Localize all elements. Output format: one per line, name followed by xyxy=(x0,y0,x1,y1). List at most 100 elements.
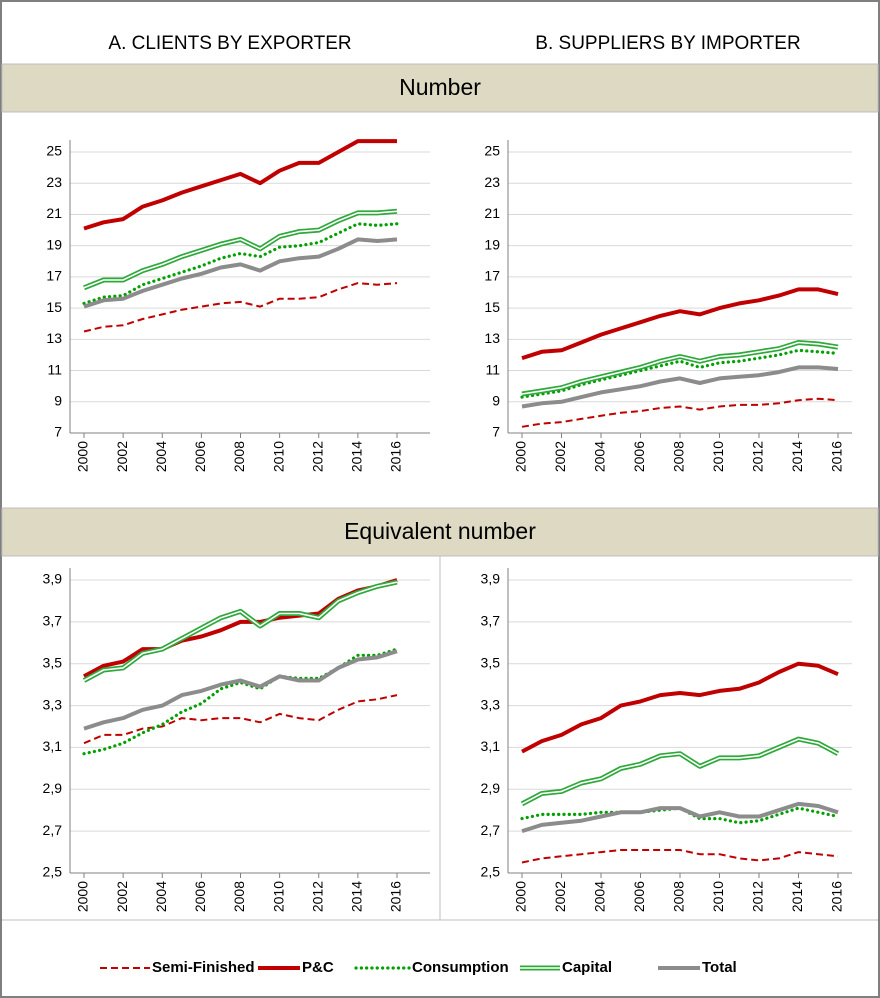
series-line-inner xyxy=(521,341,839,395)
x-tick-label: 2014 xyxy=(349,881,365,912)
legend-label: Consumption xyxy=(412,959,509,976)
series-line xyxy=(83,139,397,231)
x-tick-label: 2002 xyxy=(114,441,130,472)
y-tick-label: 19 xyxy=(484,236,500,252)
y-tick-label: 2,5 xyxy=(43,864,63,880)
x-tick-label: 2006 xyxy=(192,441,208,472)
x-tick-label: 2012 xyxy=(309,441,325,472)
x-tick-label: 2012 xyxy=(750,881,766,912)
x-tick-label: 2010 xyxy=(710,441,726,472)
series-line-inner xyxy=(83,210,398,289)
x-tick-label: 2006 xyxy=(631,441,647,472)
series-line xyxy=(82,222,399,305)
x-tick-label: 2004 xyxy=(153,881,169,912)
y-tick-label: 25 xyxy=(484,143,500,159)
column-header: B. SUPPLIERS BY IMPORTER xyxy=(535,33,800,54)
y-tick-label: 17 xyxy=(46,268,62,284)
y-tick-label: 3,3 xyxy=(43,696,63,712)
series-line xyxy=(521,365,839,409)
x-tick-label: 2014 xyxy=(349,441,365,472)
series-line xyxy=(521,801,839,834)
y-tick-label: 23 xyxy=(46,174,62,190)
y-tick-label: 25 xyxy=(46,143,62,159)
y-tick-label: 2,9 xyxy=(481,780,501,796)
series-line xyxy=(83,649,398,731)
series-line xyxy=(520,348,840,399)
x-tick-label: 2006 xyxy=(192,881,208,912)
x-tick-label: 2010 xyxy=(270,881,286,912)
y-tick-label: 15 xyxy=(484,299,500,315)
y-tick-label: 21 xyxy=(46,205,62,221)
y-tick-label: 7 xyxy=(492,424,500,440)
series-line xyxy=(521,661,839,754)
y-tick-label: 9 xyxy=(54,392,62,408)
series-line xyxy=(83,237,398,309)
x-tick-label: 2004 xyxy=(153,441,169,472)
y-tick-label: 17 xyxy=(484,268,500,284)
column-header: A. CLIENTS BY EXPORTER xyxy=(108,33,351,54)
x-tick-label: 2000 xyxy=(513,441,529,472)
x-tick-label: 2004 xyxy=(592,441,608,472)
x-tick-label: 2012 xyxy=(750,441,766,472)
legend-label: Capital xyxy=(562,959,612,976)
series-line xyxy=(521,849,839,864)
y-tick-label: 11 xyxy=(47,361,62,377)
row-band xyxy=(1,507,879,557)
row-band xyxy=(1,63,879,113)
y-tick-label: 13 xyxy=(484,330,500,346)
series-line-inner xyxy=(83,581,398,682)
x-tick-label: 2006 xyxy=(631,881,647,912)
y-tick-label: 3,3 xyxy=(481,696,501,712)
x-tick-label: 2008 xyxy=(671,441,687,472)
y-tick-label: 3,5 xyxy=(481,654,501,670)
series-line-inner xyxy=(521,738,839,805)
y-tick-label: 2,5 xyxy=(481,864,501,880)
y-tick-label: 3,7 xyxy=(481,613,501,629)
legend-label: P&C xyxy=(302,959,334,976)
x-tick-label: 2008 xyxy=(231,881,247,912)
x-tick-label: 2004 xyxy=(592,881,608,912)
series-line xyxy=(83,282,398,333)
series-line xyxy=(521,287,839,361)
legend-label: Total xyxy=(702,959,737,976)
x-tick-label: 2002 xyxy=(552,441,568,472)
y-tick-label: 19 xyxy=(46,236,62,252)
y-tick-label: 9 xyxy=(492,392,500,408)
y-tick-label: 21 xyxy=(484,205,500,221)
y-tick-label: 11 xyxy=(485,361,500,377)
y-tick-label: 3,1 xyxy=(481,738,501,754)
row-header: Equivalent number xyxy=(344,518,536,544)
x-tick-label: 2000 xyxy=(75,881,91,912)
x-tick-label: 2016 xyxy=(829,881,845,912)
y-tick-label: 3,5 xyxy=(43,654,63,670)
x-tick-label: 2010 xyxy=(270,441,286,472)
y-tick-label: 3,7 xyxy=(43,613,63,629)
series-line xyxy=(521,397,839,428)
x-tick-label: 2008 xyxy=(231,441,247,472)
y-tick-label: 2,9 xyxy=(43,780,63,796)
y-tick-label: 2,7 xyxy=(481,822,501,838)
row-header: Number xyxy=(399,74,481,100)
legend-label: Semi-Finished xyxy=(152,959,255,976)
y-tick-label: 2,7 xyxy=(43,822,63,838)
x-tick-label: 2012 xyxy=(309,881,325,912)
x-tick-label: 2016 xyxy=(388,881,404,912)
x-tick-label: 2016 xyxy=(829,441,845,472)
x-tick-label: 2014 xyxy=(789,881,805,912)
y-tick-label: 23 xyxy=(484,174,500,190)
y-tick-label: 15 xyxy=(46,299,62,315)
y-tick-label: 13 xyxy=(46,330,62,346)
y-tick-label: 3,9 xyxy=(43,571,63,587)
x-tick-label: 2002 xyxy=(552,881,568,912)
x-tick-label: 2010 xyxy=(710,881,726,912)
y-tick-label: 3,9 xyxy=(481,571,501,587)
y-tick-label: 7 xyxy=(54,424,62,440)
y-tick-label: 3,1 xyxy=(43,738,63,754)
x-tick-label: 2014 xyxy=(789,441,805,472)
x-tick-label: 2000 xyxy=(75,441,91,472)
x-tick-label: 2000 xyxy=(513,881,529,912)
x-tick-label: 2002 xyxy=(114,881,130,912)
x-tick-label: 2016 xyxy=(388,441,404,472)
x-tick-label: 2008 xyxy=(671,881,687,912)
